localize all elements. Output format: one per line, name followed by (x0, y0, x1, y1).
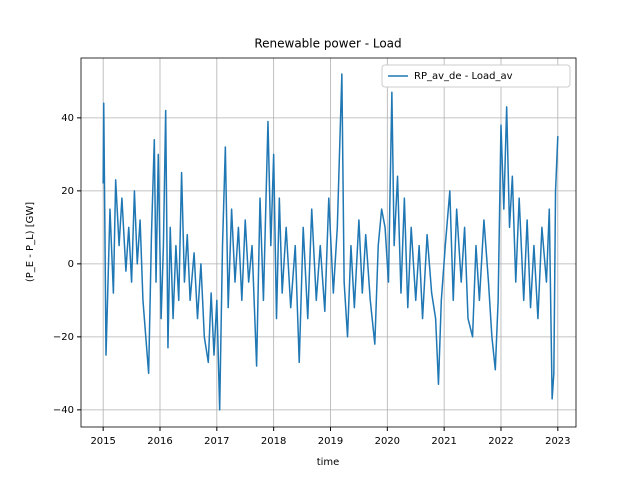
y-tick-label: 0 (68, 259, 74, 270)
y-tick-label: 40 (61, 113, 74, 124)
x-tick-label: 2018 (261, 436, 286, 447)
data-line (102, 73, 559, 411)
plot-frame (80, 57, 577, 428)
x-tick-label: 2023 (545, 436, 570, 447)
x-tick-label: 2016 (147, 436, 172, 447)
y-tick-label: −40 (53, 405, 74, 416)
x-tick-label: 2021 (431, 436, 456, 447)
x-tick-label: 2017 (204, 436, 229, 447)
y-axis-label: (P_E - P_L) [GW] (25, 202, 36, 282)
y-tick-label: −20 (53, 332, 74, 343)
legend-label: RP_av_de - Load_av (414, 71, 513, 82)
x-axis-label: time (317, 457, 340, 468)
x-tick-label: 2020 (375, 436, 400, 447)
x-tick-label: 2019 (318, 436, 343, 447)
y-tick-label: 20 (61, 186, 74, 197)
chart-title: Renewable power - Load (254, 37, 401, 51)
x-tick-label: 2022 (488, 436, 513, 447)
legend-box (381, 64, 571, 88)
x-tick-label: 2015 (90, 436, 115, 447)
